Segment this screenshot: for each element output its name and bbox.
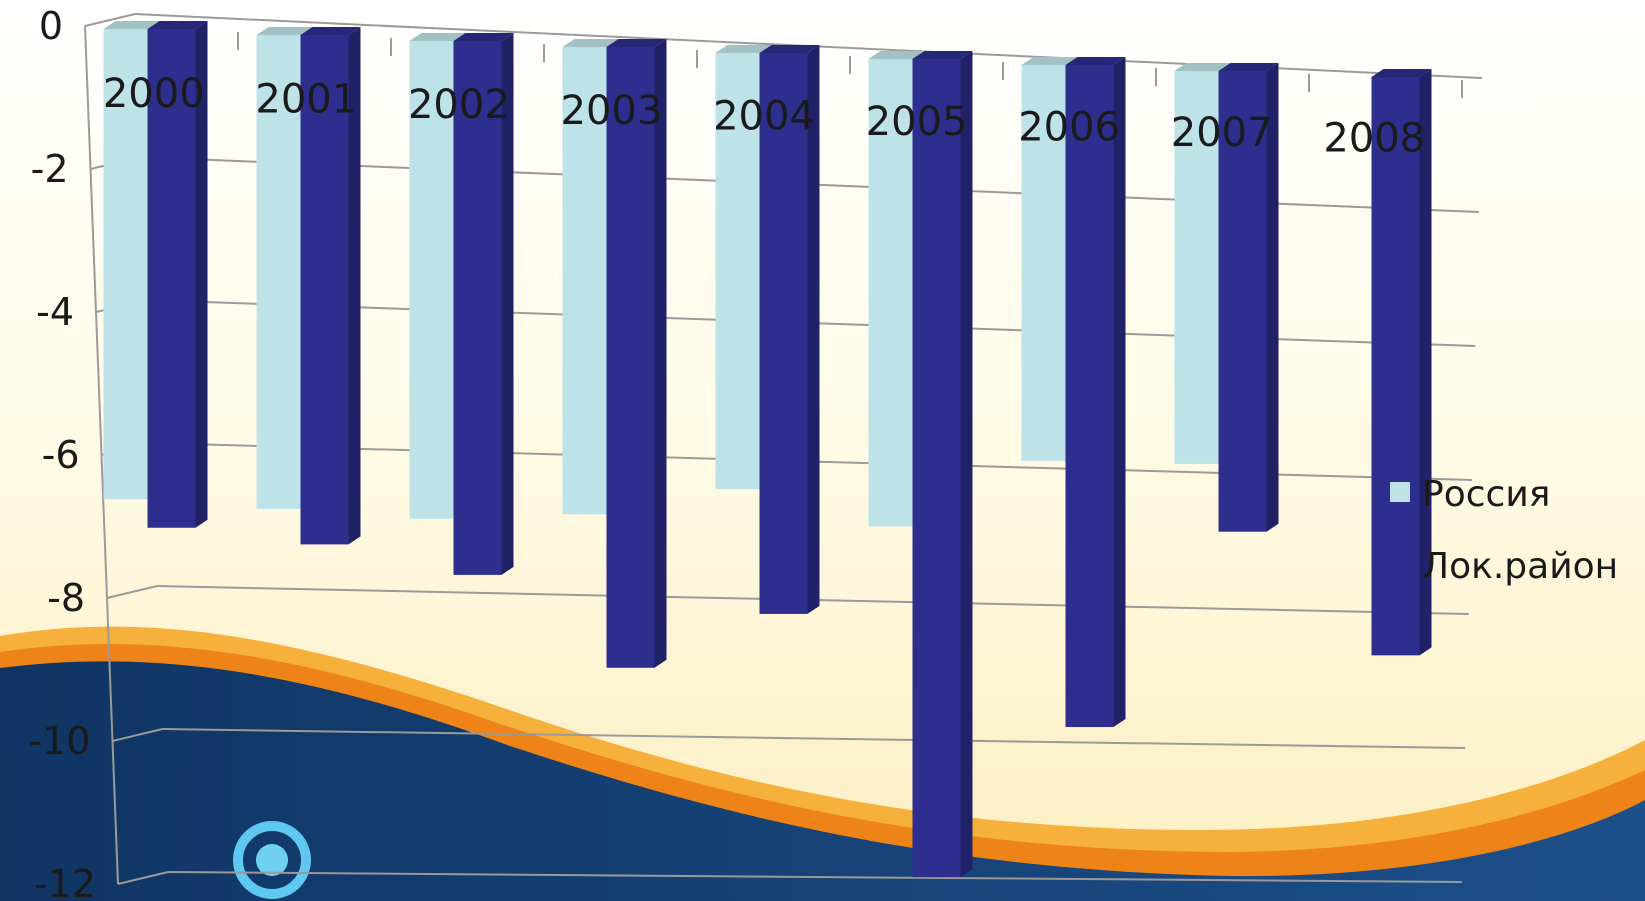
y-tick-label: -4: [36, 290, 74, 334]
bar: [256, 35, 305, 510]
bar: [300, 35, 349, 545]
bar-top: [759, 45, 820, 53]
bar-top: [1174, 63, 1235, 71]
bar-side: [807, 45, 820, 614]
bar: [562, 47, 611, 515]
bar: [715, 53, 764, 490]
y-tick-label: -2: [31, 147, 69, 191]
bar-top: [562, 39, 623, 47]
labels: 0 -2 -4 -6 -8 -10 -12 2000 2001 2002 2003 2004 2005 2…: [28, 4, 1425, 901]
gridline-depth: [84, 13, 136, 27]
y-tick-label: 0: [39, 4, 63, 48]
bar-top: [1371, 69, 1432, 77]
y-tick-label: -10: [28, 719, 90, 763]
legend-swatch-lok-rayon: [1390, 554, 1410, 574]
bar: [1174, 71, 1223, 464]
gridline-depth: [112, 728, 163, 742]
bar-top: [103, 21, 164, 29]
gridline-depth: [106, 585, 158, 599]
bar-top: [912, 51, 973, 59]
bar-top: [715, 45, 776, 53]
bar-top: [147, 21, 208, 29]
bar: [759, 53, 808, 614]
x-tick-label: 2007: [1171, 110, 1273, 156]
gridline: [167, 871, 1463, 883]
bar: [868, 59, 917, 527]
y-tick-label: -8: [47, 576, 85, 620]
x-tick-label: 2004: [713, 93, 815, 139]
bar-top: [1021, 57, 1082, 65]
y-tick-label: -12: [34, 862, 96, 901]
bar-top: [606, 39, 667, 47]
x-tick-label: 2003: [561, 88, 663, 134]
y-tick-label: -6: [42, 433, 80, 477]
bar-side: [501, 33, 514, 575]
bar: [1021, 65, 1070, 461]
gridline: [162, 728, 1466, 749]
bar: [453, 41, 502, 575]
bars: [103, 21, 1432, 878]
bar: [606, 47, 655, 668]
bar-top: [1218, 63, 1279, 71]
bar-side: [1266, 63, 1279, 532]
bar: [1065, 65, 1114, 728]
x-tick-label: 2006: [1018, 104, 1120, 150]
gridline-depth: [117, 871, 169, 885]
x-tick-label: 2005: [866, 99, 968, 145]
bar-top: [256, 27, 317, 35]
x-tick-label: 2002: [408, 82, 510, 128]
bar-side: [654, 39, 667, 668]
bar: [409, 41, 458, 519]
legend-swatch-russia: [1390, 482, 1410, 502]
x-tick-label: 2008: [1323, 116, 1425, 162]
bar: [103, 29, 152, 500]
bar-top: [1065, 57, 1126, 65]
bar-side: [960, 51, 973, 878]
bar: [912, 59, 961, 878]
bar-side: [1419, 69, 1432, 656]
bar-side: [348, 27, 361, 545]
y-axis-line: [84, 25, 119, 885]
legend: Россия Лок.район: [1390, 474, 1618, 587]
legend-label-russia: Россия: [1422, 474, 1550, 515]
x-tick-label: 2000: [103, 71, 205, 117]
bar-top: [868, 51, 929, 59]
bar-top: [409, 33, 470, 41]
x-tick-label: 2001: [255, 77, 357, 123]
bar: [1218, 71, 1267, 532]
bar-side: [1113, 57, 1126, 728]
bar: [147, 29, 196, 528]
legend-label-lok-rayon: Лок.район: [1422, 546, 1618, 587]
bar-side: [195, 21, 208, 528]
bar-top: [453, 33, 514, 41]
bar-top: [300, 27, 361, 35]
